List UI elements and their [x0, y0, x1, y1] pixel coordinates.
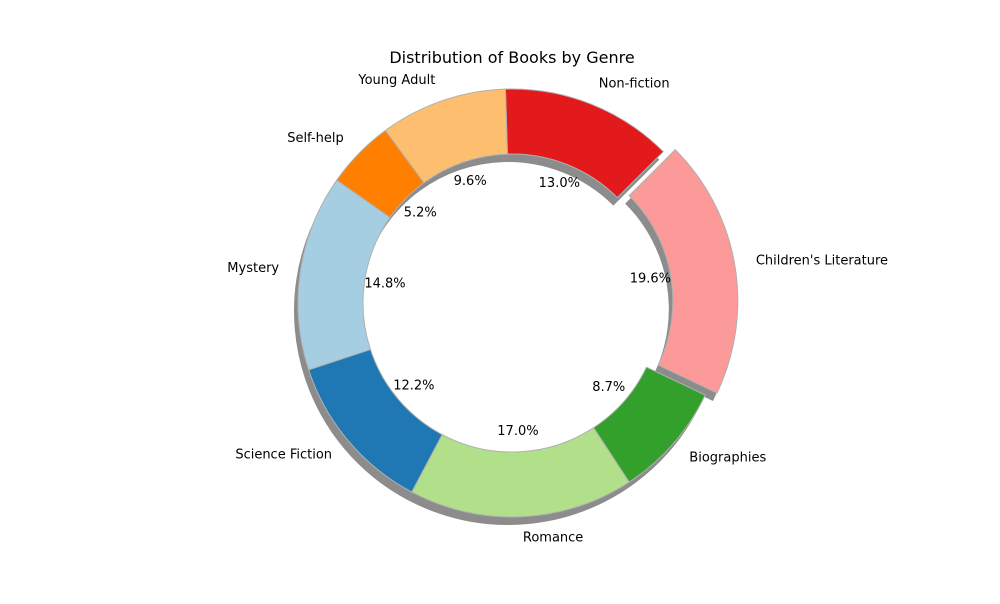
- slice-label-children-s-literature: Children's Literature: [756, 254, 888, 269]
- slice-label-young-adult: Young Adult: [357, 73, 435, 88]
- slice-pct-non-fiction: 13.0%: [539, 176, 580, 191]
- slice-pct-children-s-literature: 19.6%: [630, 272, 671, 287]
- slice-pct-young-adult: 9.6%: [454, 174, 487, 189]
- slice-biographies[interactable]: [592, 366, 706, 483]
- slice-children-s-literature[interactable]: [628, 148, 739, 394]
- slice-pct-mystery: 14.8%: [364, 277, 405, 292]
- slice-pct-biographies: 8.7%: [592, 380, 625, 395]
- slice-pct-science-fiction: 12.2%: [393, 378, 434, 393]
- slice-label-biographies: Biographies: [689, 450, 766, 465]
- slice-label-mystery: Mystery: [227, 261, 279, 276]
- slice-mystery[interactable]: [297, 179, 391, 371]
- slice-label-self-help: Self-help: [287, 131, 344, 146]
- slice-pct-self-help: 5.2%: [404, 206, 437, 221]
- slice-label-science-fiction: Science Fiction: [235, 447, 332, 462]
- label-layer: Non-fiction 13.0% Young Adult 9.6% Self-help…: [227, 73, 888, 546]
- chart-title: Distribution of Books by Genre: [389, 48, 634, 67]
- slice-label-romance: Romance: [523, 531, 583, 546]
- slice-pct-romance: 17.0%: [497, 424, 538, 439]
- slice-label-non-fiction: Non-fiction: [599, 77, 670, 92]
- slice-layer: [297, 88, 739, 518]
